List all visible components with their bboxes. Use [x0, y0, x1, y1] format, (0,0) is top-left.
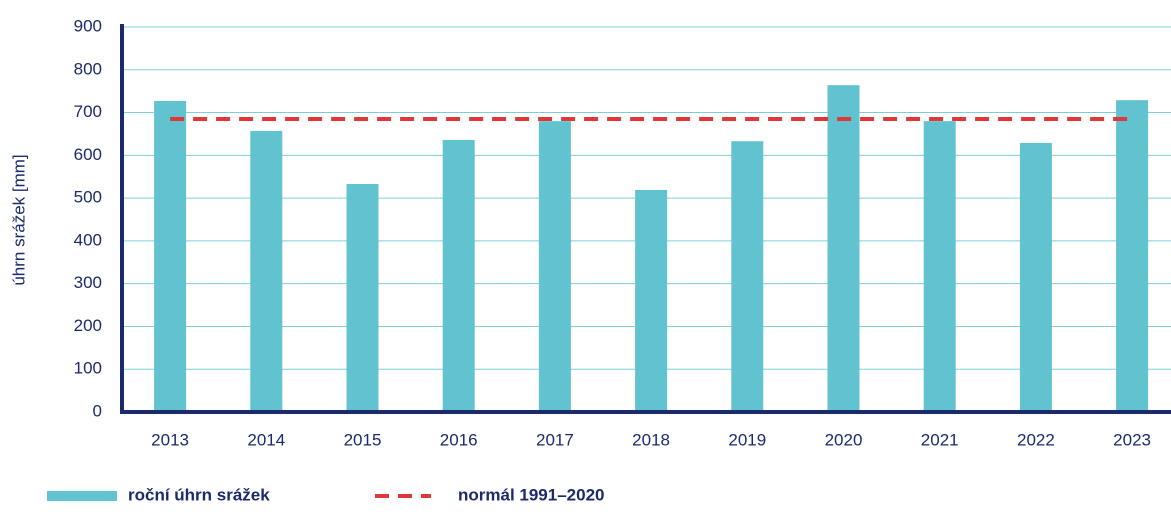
- y-tick-label: 500: [74, 188, 102, 207]
- x-tick-label: 2017: [536, 430, 574, 449]
- bar: [635, 189, 668, 412]
- legend-swatch: [47, 491, 117, 501]
- y-tick-label: 700: [74, 102, 102, 121]
- y-axis-label: úhrn srážek [mm]: [9, 154, 28, 285]
- bar: [538, 121, 571, 412]
- bar: [154, 101, 187, 412]
- x-tick-label: 2018: [632, 430, 670, 449]
- bar: [827, 85, 860, 412]
- legend-label: normál 1991–2020: [458, 485, 605, 504]
- y-tick-label: 200: [74, 316, 102, 335]
- y-tick-label: 800: [74, 59, 102, 78]
- bar: [1019, 142, 1052, 412]
- bar: [731, 141, 764, 412]
- bar: [346, 183, 379, 412]
- y-tick-label: 600: [74, 145, 102, 164]
- bar: [923, 121, 956, 412]
- x-tick-label: 2019: [728, 430, 766, 449]
- x-tick-label: 2014: [247, 430, 285, 449]
- x-tick-label: 2021: [921, 430, 959, 449]
- x-tick-label: 2022: [1017, 430, 1055, 449]
- y-tick-label: 300: [74, 273, 102, 292]
- x-tick-label: 2020: [825, 430, 863, 449]
- x-tick-label: 2016: [440, 430, 478, 449]
- bar: [250, 130, 283, 412]
- legend-label: roční úhrn srážek: [128, 485, 270, 504]
- y-tick-label: 0: [93, 401, 102, 420]
- y-tick-label: 400: [74, 230, 102, 249]
- y-tick-label: 100: [74, 359, 102, 378]
- bar: [1116, 100, 1149, 413]
- x-tick-label: 2013: [151, 430, 189, 449]
- x-tick-label: 2015: [344, 430, 382, 449]
- y-tick-label: 900: [74, 16, 102, 35]
- x-tick-label: 2023: [1113, 430, 1151, 449]
- bar: [442, 139, 475, 412]
